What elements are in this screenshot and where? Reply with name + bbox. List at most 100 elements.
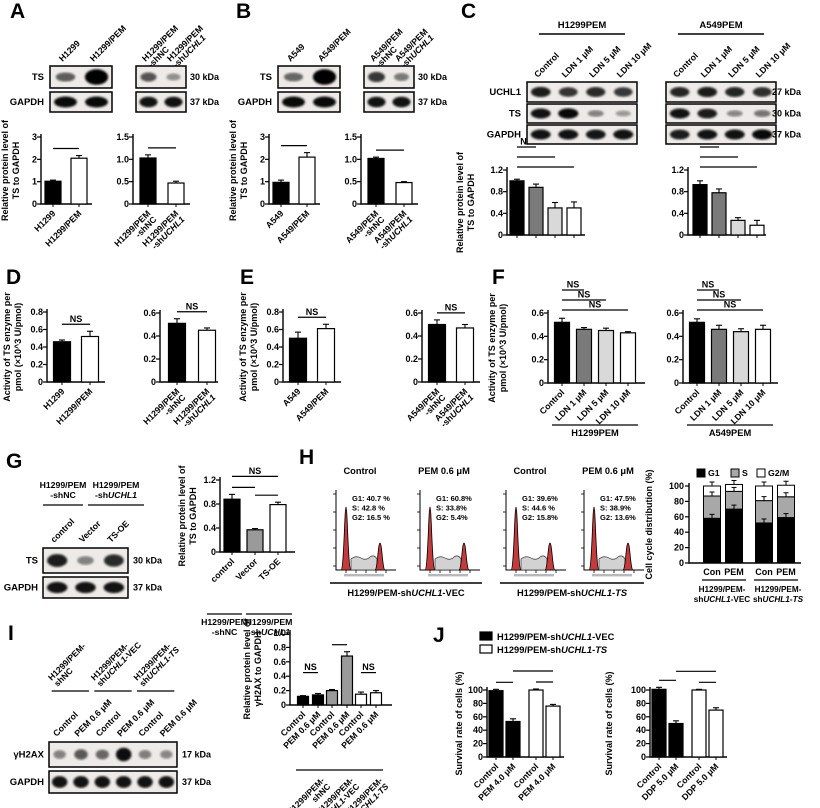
protein-band (312, 69, 337, 85)
y-tick-label: 0 (413, 377, 418, 387)
bar (732, 331, 750, 384)
bar (528, 689, 544, 758)
y-tick-label: 0.6 (266, 325, 279, 335)
y-tick-label: 0 (124, 199, 129, 209)
chart-I_chart: Relative protein level of γH2AX to GAPDH 0… (242, 617, 392, 808)
y-tick-label: 1.2 (671, 165, 684, 175)
y-tick-label: 0 (674, 378, 679, 388)
y-tick-label: 0.6 (30, 325, 43, 335)
protein-band (670, 87, 690, 97)
bar (547, 207, 563, 236)
blot-strip (48, 741, 178, 768)
g1-peak (510, 506, 522, 571)
bar (691, 689, 707, 758)
protein-band (47, 554, 68, 567)
y-tick-label: 0.6 (273, 657, 286, 667)
chart-A_left: Relative protein level of TS to GAPDH 0 1 2 3… (0, 119, 92, 249)
protein-band (46, 581, 68, 594)
y-tick-label: 0.2 (405, 354, 418, 364)
molecular-weight-label: 37 kDa (190, 97, 220, 107)
protein-band (282, 96, 305, 108)
g1-peak (588, 506, 600, 571)
legend-swatch (730, 468, 740, 478)
blot-strip (48, 770, 178, 794)
flow-plot-title: PEM 0.6 μM (582, 466, 634, 476)
y-axis-label: pmol (×10^3 U/pmol) (13, 303, 23, 392)
bar (509, 180, 525, 236)
significance-label: NS (306, 307, 319, 317)
protein-band (55, 72, 76, 82)
y-tick-label: 80 (674, 496, 684, 506)
group-label: -shUCHL1 (248, 627, 290, 637)
panel-letter-A: A (10, 0, 26, 23)
rotated-label: Vector (234, 556, 260, 582)
s-phase-region (434, 555, 462, 571)
significance-label: NS (445, 302, 458, 312)
flow-panel-H: Control G1: 40.7 %S: 42.8 %G2: 16.5 % PEM … (330, 466, 644, 598)
y-tick-label: 60 (674, 512, 684, 522)
bar (708, 709, 724, 758)
protein-band (115, 747, 132, 762)
y-tick-label: 0 (281, 700, 286, 710)
bar (545, 705, 561, 758)
protein-band (140, 72, 157, 82)
y-tick-label: 0.8 (30, 307, 43, 317)
bar (288, 337, 308, 383)
bar (296, 695, 310, 706)
stacked-segment (777, 517, 795, 564)
molecular-weight-label: 30 kDa (772, 109, 802, 119)
bar (575, 328, 593, 384)
protein-band (615, 110, 631, 117)
blot-group-header: H1299/PEM (40, 480, 87, 490)
protein-band (139, 96, 158, 108)
rotated-label: H1299 (41, 386, 66, 411)
significance-label: NS (186, 301, 199, 311)
bar (668, 722, 684, 758)
rotated-label: Vector (77, 518, 103, 544)
y-tick-label: 0.4 (273, 671, 286, 681)
protein-band (392, 96, 411, 108)
blot-strip (526, 103, 638, 124)
y-tick-label: 0.2 (273, 686, 286, 696)
molecular-weight-label: 17 kDa (182, 750, 212, 760)
protein-band (613, 129, 634, 140)
y-axis-label: pmol (×10^3 U/pmol) (498, 304, 508, 393)
y-tick-label: 1.0 (344, 154, 357, 164)
y-tick-label: 0 (679, 230, 684, 240)
protein-band (51, 776, 68, 788)
flow-stat-label: G1: 40.7 % (352, 494, 390, 503)
y-tick-label: 0.2 (266, 360, 279, 370)
group-label: H1299/PEM- (755, 585, 802, 594)
protein-band (752, 87, 772, 97)
bar (44, 180, 62, 205)
panel-letter-I: I (8, 622, 14, 645)
y-axis-label: pmol (×10^3 U/pmol) (249, 303, 259, 392)
protein-band (697, 129, 718, 140)
flow-stat-label: S: 38.9% (600, 504, 631, 513)
protein-band (697, 108, 718, 119)
protein-band (77, 556, 94, 565)
group-label: A549PEM (709, 428, 752, 438)
y-tick-label: 1.5 (344, 132, 357, 142)
y-tick-label: 0.5 (344, 177, 357, 187)
g1-peak (340, 506, 352, 571)
blot-strip (665, 81, 777, 103)
protein-band (166, 73, 181, 81)
s-phase-region (598, 555, 626, 571)
protein-band (725, 87, 745, 97)
protein-band (74, 749, 88, 760)
molecular-weight-label: 30 kDa (190, 72, 220, 82)
blot-panel-A: H1299 H1299/PEM H1299/PEM-shNCH1299/PEM-sh… (10, 23, 220, 113)
y-tick-label: 1.0 (116, 154, 129, 164)
protein-band (669, 129, 690, 140)
bar (246, 529, 264, 553)
protein-band (530, 86, 551, 98)
y-tick-label: 40 (636, 725, 646, 735)
y-axis-label: Relative protein level of (228, 119, 238, 221)
y-tick-label: 2 (260, 154, 265, 164)
rotated-label: TS-OE (105, 518, 131, 544)
g2-peak (544, 542, 556, 571)
group-label: H1299/PEM (246, 617, 293, 627)
